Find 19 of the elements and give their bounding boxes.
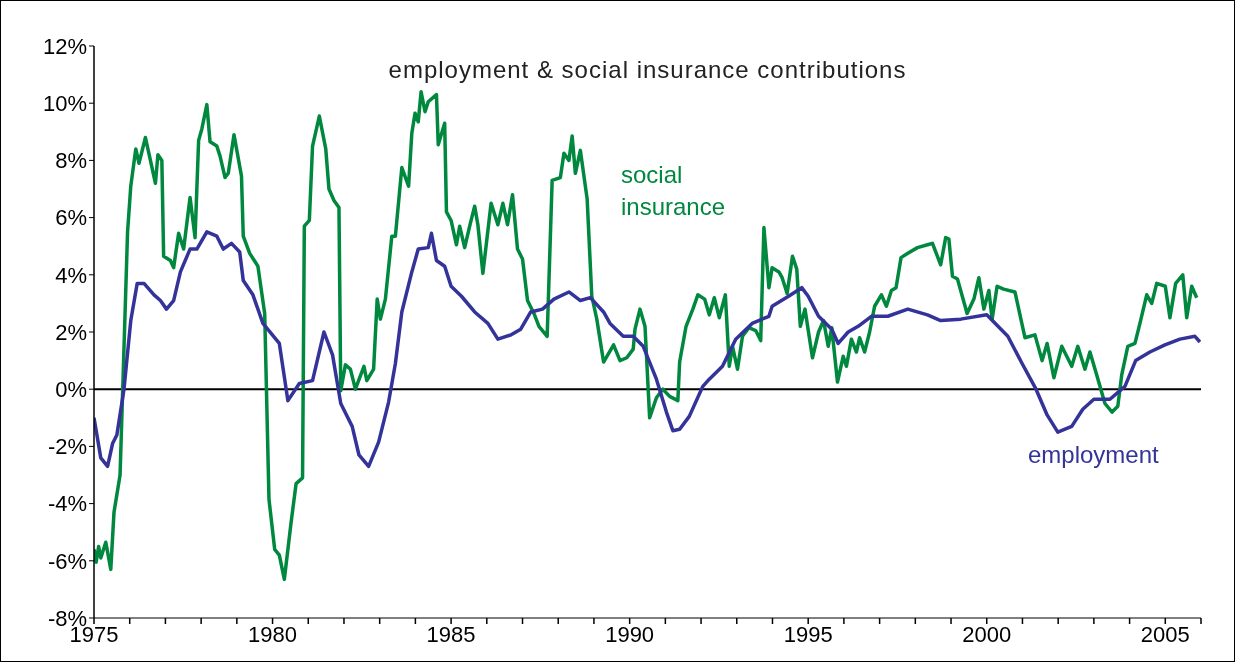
y-tick-label: 2% [55,319,87,345]
y-tick-label: -4% [47,491,87,517]
y-tick-label: 12% [42,33,87,59]
y-tick-label: -6% [47,548,87,574]
y-tick-label: 8% [55,148,87,174]
x-tick-label: 1990 [605,621,655,647]
y-tick-label: 4% [55,262,87,288]
y-tick-label: 6% [55,205,87,231]
y-tick-label: -2% [47,434,87,460]
x-tick-label: 1985 [426,621,476,647]
x-tick-label: 2000 [962,621,1012,647]
y-tick-label: 10% [42,91,87,117]
series-label: social insurance [621,160,727,222]
series-label: employment [1028,440,1160,470]
chart-title: employment & social insurance contributions [387,56,908,84]
y-tick-label: 0% [55,377,87,403]
x-tick-label: 1980 [248,621,298,647]
x-tick-label: 1995 [783,621,833,647]
x-tick-label: 2005 [1140,621,1190,647]
